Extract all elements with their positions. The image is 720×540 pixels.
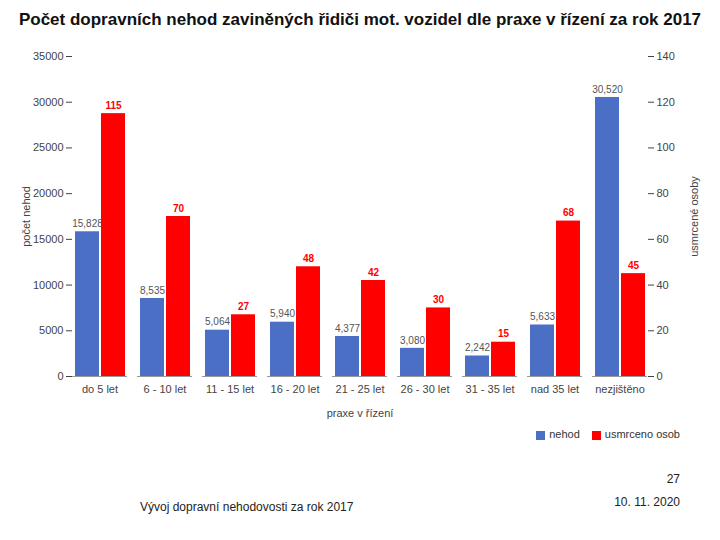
svg-text:25000: 25000	[33, 141, 64, 153]
svg-text:6 - 10 let: 6 - 10 let	[144, 383, 187, 395]
svg-text:31 - 35 let: 31 - 35 let	[466, 383, 515, 395]
svg-text:5,064: 5,064	[205, 316, 230, 327]
html-text:27: 27	[666, 472, 680, 486]
svg-text:5,633: 5,633	[530, 311, 555, 322]
svg-text:15,828: 15,828	[72, 218, 103, 229]
svg-text:3,080: 3,080	[400, 335, 425, 346]
svg-text:do 5 let: do 5 let	[82, 383, 118, 395]
svg-text:30,520: 30,520	[592, 84, 623, 95]
svg-text:praxe v řízení: praxe v řízení	[327, 407, 394, 419]
svg-text:nezjištěno: nezjištěno	[595, 383, 645, 395]
svg-text:nad 35 let: nad 35 let	[531, 383, 579, 395]
svg-text:35000: 35000	[33, 50, 64, 62]
svg-text:115: 115	[105, 100, 122, 111]
svg-text:5,940: 5,940	[270, 308, 295, 319]
html-text:10. 11. 2020: 10. 11. 2020	[614, 494, 680, 509]
html-text:Vývoj dopravní nehodovosti za: Vývoj dopravní nehodovosti za rok 2017	[140, 499, 354, 514]
html-text:usmrceno osob: usmrceno osob	[604, 428, 680, 440]
html-text:Počet dopravních nehod zaviněn: Počet dopravních nehod zaviněných řidiči…	[18, 10, 701, 29]
svg-text:16 - 20 let: 16 - 20 let	[271, 383, 320, 395]
svg-text:48: 48	[303, 253, 315, 264]
svg-text:4,377: 4,377	[335, 323, 360, 334]
svg-text:60: 60	[657, 233, 669, 245]
svg-text:30000: 30000	[33, 96, 64, 108]
svg-text:120: 120	[657, 96, 675, 108]
svg-text:usmrcené osoby: usmrcené osoby	[688, 176, 700, 257]
svg-text:26 - 30 let: 26 - 30 let	[401, 383, 450, 395]
svg-text:140: 140	[657, 50, 675, 62]
svg-text:27: 27	[238, 301, 250, 312]
svg-text:0: 0	[657, 370, 663, 382]
svg-text:45: 45	[628, 260, 640, 271]
svg-text:11 - 15 let: 11 - 15 let	[206, 383, 254, 395]
svg-text:0: 0	[57, 370, 63, 382]
svg-text:100: 100	[657, 141, 675, 153]
svg-text:30: 30	[433, 294, 445, 305]
svg-text:40: 40	[657, 279, 669, 291]
svg-text:8,535: 8,535	[140, 285, 165, 296]
svg-text:15: 15	[498, 328, 510, 339]
svg-text:počet nehod: počet nehod	[20, 186, 32, 247]
svg-text:20000: 20000	[33, 187, 64, 199]
svg-text:10000: 10000	[33, 279, 64, 291]
svg-text:15000: 15000	[33, 233, 64, 245]
svg-text:80: 80	[657, 187, 669, 199]
svg-text:68: 68	[563, 207, 575, 218]
svg-text:5000: 5000	[39, 324, 63, 336]
html-text:nehod: nehod	[549, 428, 580, 440]
svg-text:42: 42	[368, 267, 380, 278]
svg-text:70: 70	[173, 203, 185, 214]
svg-text:20: 20	[657, 324, 669, 336]
svg-text:21 - 25 let: 21 - 25 let	[336, 383, 385, 395]
svg-text:2,242: 2,242	[465, 342, 490, 353]
